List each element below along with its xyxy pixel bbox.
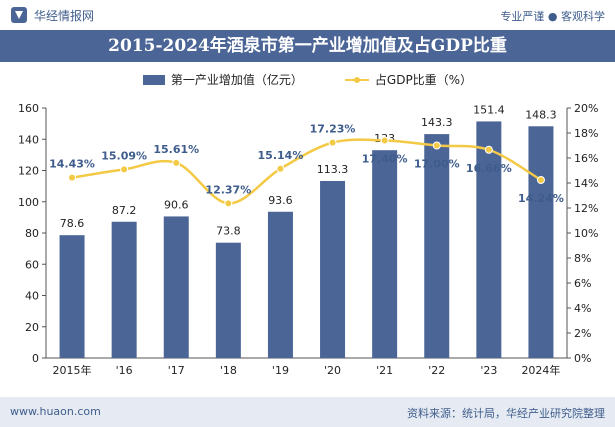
right-tick-label: 8% xyxy=(574,252,591,265)
share-value-label: 15.09% xyxy=(101,149,147,162)
left-tick-label: 120 xyxy=(18,165,39,178)
right-tick-label: 0% xyxy=(574,352,591,365)
bar-value-label: 78.6 xyxy=(60,217,85,230)
legend-item-bar: 第一产业增加值（亿元） xyxy=(142,71,303,88)
share-value-label: 17.00% xyxy=(414,158,460,171)
bar xyxy=(163,216,189,358)
x-tick-label: '18 xyxy=(220,364,237,377)
bar xyxy=(267,211,293,358)
bar xyxy=(59,235,85,358)
bar-value-label: 90.6 xyxy=(164,198,189,211)
x-tick-label: '22 xyxy=(428,364,445,377)
bar-value-label: 148.3 xyxy=(525,108,557,121)
left-tick-label: 60 xyxy=(25,258,39,271)
share-point xyxy=(380,136,389,145)
left-tick-label: 80 xyxy=(25,227,39,240)
right-tick-label: 10% xyxy=(574,227,598,240)
footer-source: 资料来源：统计局，华经产业研究院整理 xyxy=(407,407,605,420)
share-value-label: 15.61% xyxy=(153,143,199,156)
legend-bar-label: 第一产业增加值（亿元） xyxy=(170,73,303,87)
chart-plot: 0 20 40 60 80 100 120 140 160 0% 2% 4% 6% 8% 10% 12% 14%… xyxy=(18,102,598,377)
chart-title: 2015-2024年酒泉市第一产业增加值及占GDP比重 xyxy=(0,30,615,62)
x-tick-label: '17 xyxy=(168,364,185,377)
tagline: 专业严谨 ● 客观科学 xyxy=(500,10,605,23)
x-tick-label: '20 xyxy=(324,364,341,377)
x-tick-label: '19 xyxy=(272,364,289,377)
legend-line-swatch xyxy=(344,75,369,85)
x-tick-label: 2024年 xyxy=(521,363,560,377)
right-tick-label: 2% xyxy=(574,327,591,340)
share-point xyxy=(432,141,441,150)
right-tick-label: 12% xyxy=(574,202,598,215)
right-tick-label: 18% xyxy=(574,127,598,140)
share-line xyxy=(71,138,542,205)
bar xyxy=(528,126,554,358)
bar xyxy=(372,150,398,358)
x-tick-label: '21 xyxy=(376,364,393,377)
legend-bar-swatch xyxy=(142,74,165,85)
share-value-label: 14.43% xyxy=(49,158,95,171)
share-value-label: 14.24% xyxy=(518,192,564,205)
bar xyxy=(476,121,502,358)
x-tick-label: '16 xyxy=(116,364,133,377)
right-tick-label: 6% xyxy=(574,277,591,290)
bar xyxy=(215,242,241,358)
share-value-label: 17.40% xyxy=(362,153,408,166)
x-tick-label: '23 xyxy=(480,364,497,377)
share-value-label: 17.23% xyxy=(310,123,356,136)
share-value-label: 16.66% xyxy=(466,162,512,175)
bar-value-label: 113.3 xyxy=(317,163,349,176)
brand-name: 华经情报网 xyxy=(34,8,95,23)
top-bar: 华经情报网 专业严谨 ● 客观科学 xyxy=(0,0,615,30)
legend: 第一产业增加值（亿元） 占GDP比重（%） xyxy=(0,71,615,88)
left-tick-label: 40 xyxy=(25,290,39,303)
left-tick-label: 100 xyxy=(18,196,39,209)
share-point xyxy=(484,145,493,154)
bar xyxy=(111,221,137,358)
right-tick-label: 4% xyxy=(574,302,591,315)
bar xyxy=(320,180,346,358)
left-tick-label: 20 xyxy=(25,321,39,334)
bar-value-label: 93.6 xyxy=(268,194,293,207)
bar-value-label: 73.8 xyxy=(216,225,241,238)
legend-item-line: 占GDP比重（%） xyxy=(344,71,473,88)
share-point xyxy=(536,176,545,184)
brand[interactable]: 华经情报网 xyxy=(10,6,94,24)
share-point xyxy=(68,173,77,182)
share-point xyxy=(276,164,285,173)
legend-line-label: 占GDP比重（%） xyxy=(374,73,473,87)
footer: www.huaon.com 资料来源：统计局，华经产业研究院整理 xyxy=(0,397,615,427)
share-value-label: 12.37% xyxy=(205,183,251,196)
bar-value-label: 143.3 xyxy=(421,116,453,129)
share-value-label: 15.14% xyxy=(258,149,304,162)
left-tick-label: 0 xyxy=(32,352,39,365)
footer-url[interactable]: www.huaon.com xyxy=(10,405,101,418)
right-tick-label: 20% xyxy=(574,102,598,115)
right-tick-label: 14% xyxy=(574,177,598,190)
share-point xyxy=(224,199,233,208)
left-tick-label: 140 xyxy=(18,133,39,146)
left-tick-label: 160 xyxy=(18,102,39,115)
bar xyxy=(424,134,450,358)
x-tick-label: 2015年 xyxy=(53,363,92,377)
share-point xyxy=(120,165,129,174)
bar-value-label: 87.2 xyxy=(112,204,137,217)
bar-value-label: 151.4 xyxy=(473,103,505,116)
share-point xyxy=(328,138,337,147)
brand-logo-icon xyxy=(11,7,27,23)
share-point xyxy=(172,158,181,167)
right-tick-label: 16% xyxy=(574,152,598,165)
